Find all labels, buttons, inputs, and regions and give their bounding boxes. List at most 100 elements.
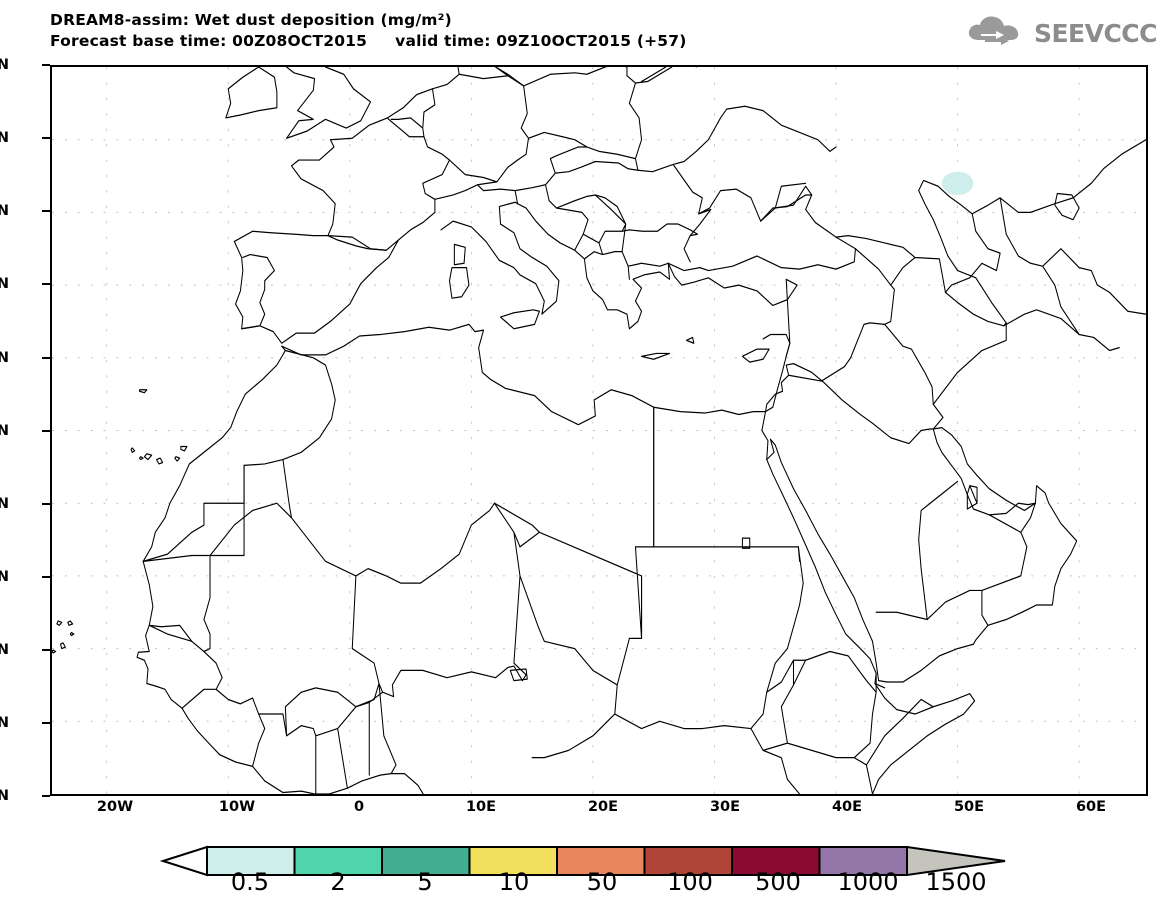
map-gridlines <box>52 67 1146 794</box>
map-geography <box>52 67 1146 794</box>
colorbar-tick-7: 1000 <box>837 868 899 896</box>
coastline-arabia-gulf-south <box>932 428 1036 516</box>
coastline-caspian-sea <box>918 179 1007 327</box>
border-egypt-sudan <box>628 406 655 640</box>
ytick-label-45n: 45N <box>0 203 9 219</box>
title-line-model-field: DREAM8-assim: Wet dust deposition (mg/m²… <box>50 11 452 29</box>
border-chad-niger-nigeria <box>493 502 540 682</box>
colorbar-tick-3: 10 <box>498 868 530 896</box>
coastline-qatar-bahrain <box>966 485 978 510</box>
colorbar-under-arrow <box>159 845 208 877</box>
colorbar-bin-0 <box>206 846 296 876</box>
coastline-horn-of-africa <box>871 682 976 794</box>
coastline-aral-sea <box>1054 192 1080 221</box>
coastline-greek-islands <box>641 336 695 360</box>
ytick-label-55n: 55N <box>0 57 9 73</box>
coastline-madeira-azores <box>139 389 148 394</box>
border-benelux-germany <box>390 88 436 138</box>
coastline-north-africa-mediterranean <box>281 323 767 426</box>
coastline-baltic <box>495 67 628 87</box>
coastline-turkey-south <box>667 262 798 357</box>
border-france-neighbors <box>386 117 451 241</box>
border-west-african-states <box>148 624 397 794</box>
colorbar-over-arrow <box>906 845 1006 877</box>
coastline-cyprus <box>741 348 770 363</box>
colorbar-tick-4: 50 <box>586 868 618 896</box>
colorbar-tick-1: 2 <box>330 868 346 896</box>
colorbar-tick-5: 100 <box>667 868 713 896</box>
colorbar-tick-2: 5 <box>417 868 433 896</box>
ytick-label-10n: 10N <box>0 715 9 731</box>
ytick-mark-20n <box>42 576 50 578</box>
ytick-label-15n: 15N <box>0 642 9 658</box>
title-line-times: Forecast base time: 00Z08OCT2015 valid t… <box>50 31 687 50</box>
map-plot-area[interactable] <box>50 65 1148 796</box>
coastline-lake-victoria-nasser <box>741 537 751 549</box>
coastline-great-britain <box>286 67 371 139</box>
xtick-label-30e: 30E <box>709 799 741 815</box>
seevccc-logo: SEEVCCC <box>965 14 1158 52</box>
ytick-label-25n: 25N <box>0 496 9 512</box>
border-algeria-mali-niger <box>290 502 495 584</box>
map-canvas <box>52 67 1146 794</box>
xtick-label-50e: 50E <box>953 799 985 815</box>
ytick-label-5n: 5N <box>0 788 9 804</box>
border-alps-central-europe <box>434 146 703 280</box>
border-iran-turkey-caucasus <box>835 235 1120 405</box>
ytick-label-40n: 40N <box>0 276 9 292</box>
coastline-canary-islands <box>130 445 188 465</box>
colorbar-bin-1 <box>293 846 383 876</box>
xtick-label-20e: 20E <box>587 799 619 815</box>
border-ethiopia-somalia <box>762 650 934 794</box>
border-morocco-algeria <box>142 349 336 562</box>
coastline-ireland <box>225 67 278 119</box>
coastline-sicily <box>500 309 540 330</box>
ytick-mark-30n <box>42 430 50 432</box>
border-eastern-europe-north <box>626 67 837 166</box>
coastline-azov-crimea <box>760 182 813 222</box>
colorbar-bin-4 <box>556 846 646 876</box>
border-israel-jordan-syria-iraq <box>765 322 944 445</box>
ytick-mark-10n <box>42 722 50 724</box>
ytick-label-50n: 50N <box>0 130 9 146</box>
coastline-redsea-east-african <box>766 458 886 689</box>
ytick-mark-25n <box>42 503 50 505</box>
ytick-mark-55n <box>42 64 50 66</box>
colorbar-tick-8: 1500 <box>925 868 987 896</box>
ytick-mark-50n <box>42 137 50 139</box>
colorbar-tick-6: 500 <box>755 868 801 896</box>
coastline-iberia <box>233 67 460 344</box>
coastline-cape-verde <box>52 620 75 654</box>
colorbar-swatches <box>159 845 1006 877</box>
border-spain-france <box>327 235 387 251</box>
logo-text: SEEVCCC <box>1033 18 1158 48</box>
xtick-label-10e: 10E <box>465 799 497 815</box>
deposition-field <box>941 171 974 195</box>
ytick-mark-45n <box>42 210 50 212</box>
ytick-label-35n: 35N <box>0 350 9 366</box>
title-block: DREAM8-assim: Wet dust deposition (mg/m²… <box>50 10 687 52</box>
coastline-west-africa <box>136 560 424 794</box>
ytick-mark-35n <box>42 357 50 359</box>
xtick-label-20w: 20W <box>96 799 134 815</box>
colorbar-tick-0: 0.5 <box>230 868 270 896</box>
border-sudan-ethiopia-eritrea <box>750 546 807 730</box>
border-central-asia <box>971 139 1146 336</box>
colorbar: 0.5 2 5 10 50 100 500 1000 1500 <box>0 845 1165 907</box>
coastline-sinai-redsea-west <box>761 410 974 683</box>
border-nigeria-niger <box>351 575 497 698</box>
border-saudi-yemen-oman <box>875 480 1036 626</box>
coastline-levant <box>762 333 791 413</box>
coastline-italy <box>440 201 560 315</box>
coastline-adriatic-balkans <box>517 203 671 330</box>
cloud-wind-icon <box>965 14 1027 52</box>
coastline-mauritania-morocco <box>142 345 286 562</box>
deposition-patch-north-caspian <box>941 171 974 195</box>
coastline-black-sea <box>667 185 856 272</box>
colorbar-bin-7 <box>818 846 908 876</box>
ytick-label-30n: 30N <box>0 423 9 439</box>
xtick-label-10w: 10W <box>218 799 256 815</box>
ytick-mark-40n <box>42 283 50 285</box>
ytick-label-20n: 20N <box>0 569 9 585</box>
ytick-mark-15n <box>42 649 50 651</box>
